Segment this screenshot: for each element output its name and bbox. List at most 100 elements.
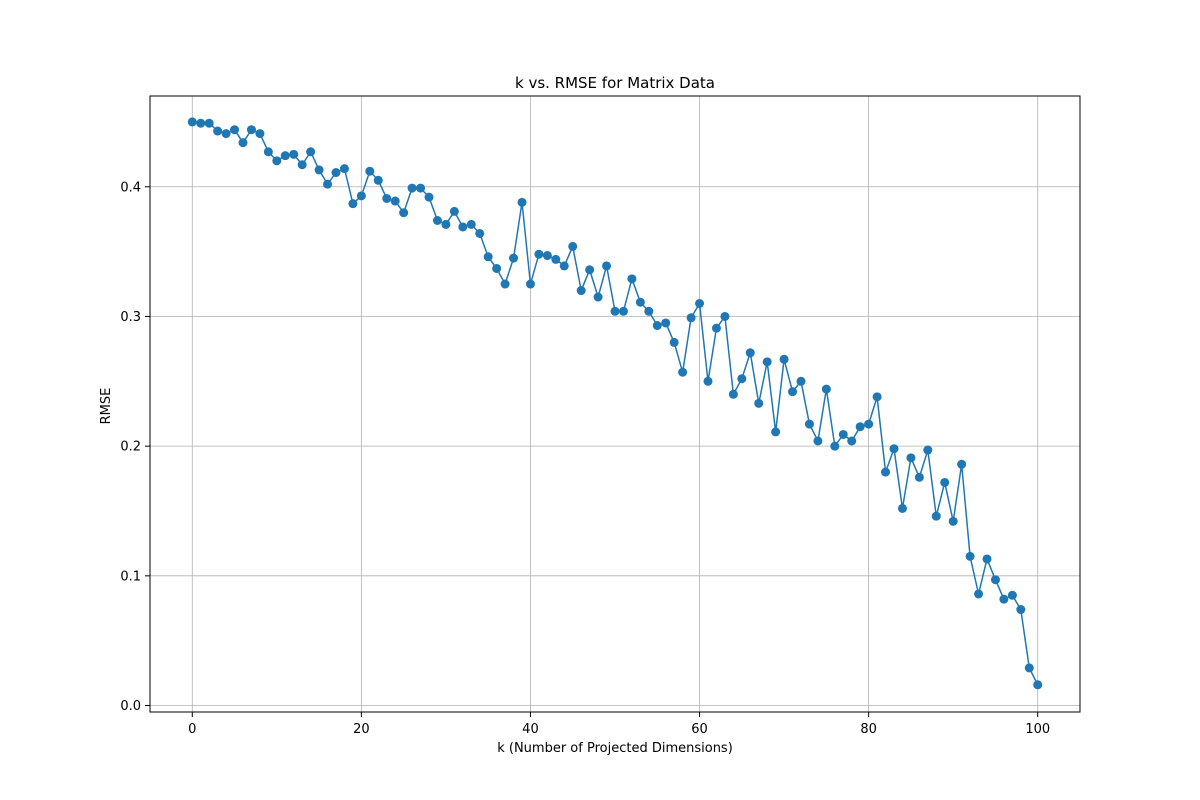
data-point [754,398,764,408]
data-point [635,297,645,307]
data-point [483,252,493,262]
data-point [1007,590,1017,600]
data-point [230,125,240,135]
data-point [339,164,349,174]
data-point [999,594,1009,604]
data-point [788,387,798,397]
data-point [255,129,265,139]
data-point [602,261,612,271]
data-point [965,551,975,561]
x-tick-label: 0 [188,722,196,737]
data-point [914,472,924,482]
data-point [686,313,696,323]
data-point [542,251,552,261]
series-layer [187,117,1043,690]
data-point [568,241,578,251]
data-point [585,265,595,275]
x-tick-label: 100 [1025,722,1050,737]
y-axis-label: RMSE [99,388,114,425]
data-point [289,149,299,159]
y-tick-label: 0.0 [120,699,141,714]
data-point [872,392,882,402]
data-point [703,376,713,386]
data-point [931,511,941,521]
data-point [576,286,586,296]
data-point [923,445,933,455]
data-point [213,126,223,136]
data-point [365,166,375,176]
data-point [187,117,197,127]
data-point [982,554,992,564]
data-point [416,183,426,193]
data-point [881,467,891,477]
data-point [272,156,282,166]
data-point [466,219,476,229]
data-point [246,125,256,135]
data-point [280,151,290,161]
data-point [771,427,781,437]
y-tick-label: 0.4 [120,180,141,195]
y-tick-label: 0.2 [120,440,141,455]
data-point [551,254,561,264]
data-point [711,323,721,333]
data-point [804,419,814,429]
plot-frame [149,95,1081,713]
data-point [407,183,417,193]
data-point [644,306,654,316]
data-point [534,249,544,259]
data-point [297,160,307,170]
data-point [1016,605,1026,615]
data-point [813,436,823,446]
data-point [957,459,967,469]
y-tick-label: 0.3 [120,310,141,325]
data-point [821,384,831,394]
data-point [610,306,620,316]
data-point [432,215,442,225]
x-tick-label: 60 [691,722,708,737]
data-point [695,298,705,308]
data-point [678,367,688,377]
data-point [593,292,603,302]
data-point [492,263,502,273]
data-point [1024,663,1034,673]
data-point [458,222,468,232]
x-tick-label: 40 [522,722,539,737]
data-point [652,321,662,331]
data-point [306,147,316,157]
data-point [314,165,324,175]
data-point [847,436,857,446]
data-point [796,376,806,386]
data-point [779,354,789,364]
data-point [838,429,848,439]
data-point [627,274,637,284]
data-point [990,575,1000,585]
data-point [855,422,865,432]
data-point [204,118,214,128]
data-point [720,311,730,321]
data-point [509,253,519,263]
data-point [424,192,434,202]
data-point [441,219,451,229]
y-tick-label: 0.1 [120,569,141,584]
data-point [897,503,907,513]
data-point [517,197,527,207]
data-point [906,453,916,463]
data-point [382,193,392,203]
data-point [1033,680,1043,690]
data-point [864,419,874,429]
data-point [196,118,206,128]
data-point [525,279,535,289]
data-point [974,589,984,599]
data-point [737,374,747,384]
data-point [263,147,273,157]
x-tick-label: 20 [353,722,370,737]
data-point [500,279,510,289]
x-tick-label: 80 [860,722,877,737]
data-point [559,261,569,271]
data-point [399,208,409,218]
chart-title: k vs. RMSE for Matrix Data [515,74,715,92]
data-point [323,179,333,189]
